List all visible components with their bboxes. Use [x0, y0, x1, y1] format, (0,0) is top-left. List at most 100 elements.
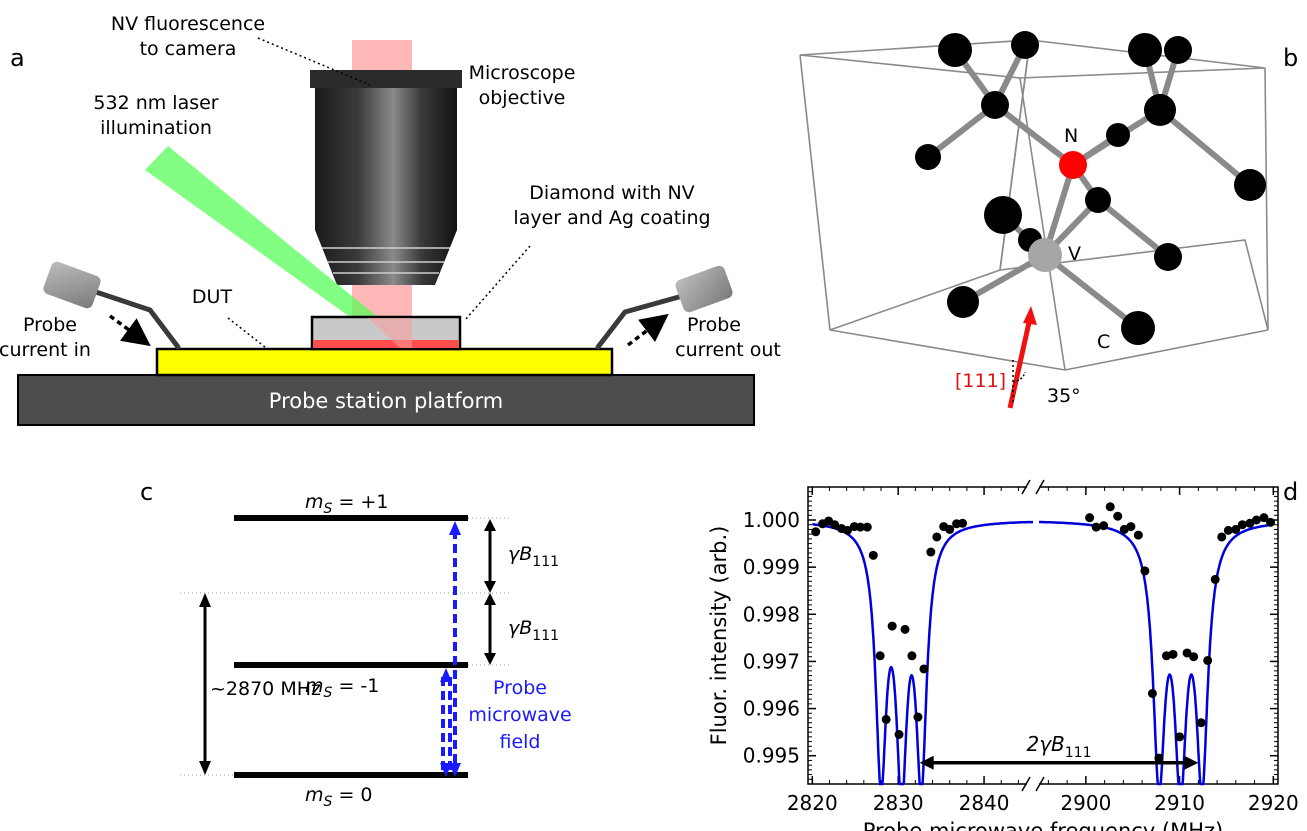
diamond-sample: [310, 315, 462, 351]
data-point: [1259, 513, 1269, 523]
probe-right: [595, 265, 733, 350]
axis-break-gap-bottom: [1027, 776, 1039, 792]
probe-field-label-3: field: [500, 731, 541, 753]
axis-break-mark: [1021, 776, 1031, 792]
data-point: [919, 664, 929, 674]
gamma-label-upper: γB111: [508, 543, 559, 570]
y-tick-label: 0.998: [743, 602, 800, 626]
dut-device: [155, 347, 614, 377]
y-axis-label: Fluor. intensity (arb.): [707, 526, 731, 746]
gamma-arrows: [484, 519, 496, 665]
data-point: [1113, 511, 1123, 521]
x-tick-label: 2830: [873, 791, 924, 815]
nitrogen-label: N: [1064, 125, 1078, 147]
laser-label-1: 532 nm laser: [93, 92, 218, 114]
objective-label-2: objective: [479, 87, 566, 109]
axis-break-mark: [1021, 479, 1031, 495]
data-point: [900, 624, 910, 634]
x-tick-label: 2840: [959, 791, 1010, 815]
data-point: [1237, 520, 1247, 530]
data-point: [1196, 718, 1206, 728]
data-point: [1175, 732, 1185, 742]
data-point: [881, 714, 891, 724]
y-tick-label: 0.999: [743, 555, 800, 579]
fit-curve-left: [812, 520, 1033, 786]
unit-cell-cube: [799, 39, 1269, 371]
probe-in-label-2: current in: [0, 339, 91, 361]
data-point: [932, 532, 942, 542]
data-point: [1203, 655, 1213, 665]
y-tick-label: 0.996: [743, 697, 800, 721]
data-point: [1147, 688, 1157, 698]
microscope-objective: [310, 70, 462, 285]
platform-label: Probe station platform: [269, 389, 503, 413]
laser-beam: [145, 146, 412, 345]
angle-label: 35°: [1047, 385, 1081, 407]
annotation-arrowhead-left: [919, 755, 934, 770]
data-point: [1168, 649, 1178, 659]
data-point: [1210, 574, 1220, 584]
data-point: [913, 712, 923, 722]
nv-fluorescence-label-2: to camera: [140, 38, 237, 60]
probe-field-label-2: microwave: [468, 704, 571, 726]
data-point: [1231, 524, 1241, 534]
x-tick-label: 2820: [787, 791, 838, 815]
y-tick-label: 1.000: [743, 508, 800, 532]
data-point: [958, 518, 968, 528]
probe-left: [43, 261, 181, 350]
data-point: [907, 651, 917, 661]
panel-label-c: c: [140, 478, 153, 506]
probe-arrowheads: [440, 521, 461, 777]
x-axis-label: Probe microwave frequency (MHz): [863, 819, 1224, 831]
data-point: [1091, 522, 1101, 532]
vacancy-label: V: [1068, 243, 1081, 265]
nv-fluorescence-label-1: NV fluorescence: [111, 13, 265, 35]
x-tick-label: 2910: [1154, 791, 1205, 815]
probe-transition-arrows: [441, 530, 457, 770]
laser-label-2: illumination: [100, 117, 212, 139]
data-point: [945, 524, 955, 534]
diamond-label-2: layer and Ag coating: [513, 207, 710, 229]
diamond-leader: [464, 245, 531, 321]
objective-label-1: Microscope: [469, 62, 576, 84]
data-point: [1133, 530, 1143, 540]
current-in-arrow: [108, 314, 151, 347]
axis-break-gap-top: [1027, 479, 1039, 495]
data-point: [830, 520, 840, 530]
data-point: [1085, 513, 1095, 523]
probe-in-label-1: Probe: [23, 314, 77, 336]
data-point: [1251, 515, 1261, 525]
panel-d: d 1.000 0.999 0.998 0.997 0.996 0.995 2820 2830…: [707, 478, 1299, 831]
axis-break-mark: [1035, 776, 1045, 792]
dut-leader: [227, 317, 266, 348]
axis-break-mark: [1035, 479, 1045, 495]
data-point: [1266, 517, 1276, 527]
reference-lines: [180, 517, 512, 776]
data-point: [1154, 753, 1164, 763]
data-point: [855, 522, 865, 532]
data-point: [894, 730, 904, 739]
data-point: [1105, 502, 1115, 512]
zero-field-arrow: [199, 593, 211, 775]
fluorescence-leader: [257, 37, 371, 86]
data-point: [811, 527, 821, 537]
lattice-bonds: [925, 42, 1253, 331]
x-tick-label: 2920: [1248, 791, 1299, 815]
ms-plus-label: mS = +1: [305, 491, 388, 517]
data-point: [843, 525, 853, 535]
data-point: [887, 621, 897, 631]
axis-111-label: [111]: [955, 370, 1006, 392]
probe-field-label-1: Probe: [493, 677, 547, 699]
dut-label: DUT: [192, 286, 233, 308]
carbon-atoms: [915, 31, 1266, 345]
data-point: [868, 550, 878, 560]
ms-zero-label: mS = 0: [305, 784, 373, 810]
x-tick-label: 2900: [1060, 791, 1111, 815]
axis-111-arrow: [1007, 317, 1033, 409]
y-tick-label: 0.997: [743, 649, 800, 673]
data-point: [1182, 648, 1192, 658]
data-point: [1126, 522, 1136, 532]
panel-label-a: a: [10, 44, 25, 72]
gamma-label-lower: γB111: [508, 617, 559, 644]
